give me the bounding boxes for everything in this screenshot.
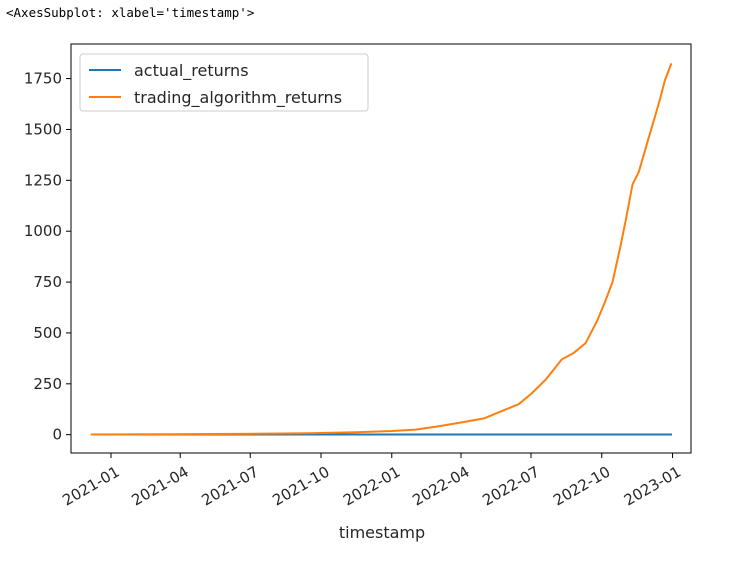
legend-box: [79, 53, 369, 112]
y-tick-label: 1000: [24, 222, 62, 240]
x-tick-label: 2021-01: [59, 463, 122, 510]
y-tick-label: 500: [33, 324, 62, 342]
plot-frame: [70, 43, 692, 454]
x-tick-label: 2021-04: [129, 463, 192, 510]
x-tick-label: 2021-07: [199, 463, 262, 510]
y-tick-label: 1500: [24, 120, 62, 138]
x-tick-label: 2022-04: [409, 463, 472, 510]
x-tick-label: 2022-10: [550, 463, 613, 510]
legend-label-actual-returns: actual_returns: [134, 61, 249, 81]
y-tick-label: 1750: [24, 70, 62, 88]
axes-layer: 0 250 500 750 1000 1250 1500 1750 2021-01 2021-04…: [24, 43, 692, 542]
legend: actual_returns trading_algorithm_returns: [79, 53, 369, 112]
x-tick-label: 2022-01: [340, 463, 403, 510]
y-tick-label: 1250: [24, 171, 62, 189]
y-tick-label: 0: [52, 426, 62, 444]
series-line-trading-algorithm-returns: [90, 63, 673, 436]
y-tick-label: 250: [33, 375, 62, 393]
x-tick-label: 2023-01: [621, 463, 684, 510]
x-tick-label: 2022-07: [479, 463, 542, 510]
x-axis-label: timestamp: [339, 523, 425, 542]
series-layer: [90, 63, 673, 436]
x-tick-label: 2021-10: [269, 463, 332, 510]
cell-output-repr: <AxesSubplot: xlabel='timestamp'>: [6, 5, 255, 20]
legend-label-trading-algorithm-returns: trading_algorithm_returns: [134, 88, 342, 108]
y-tick-label: 750: [33, 273, 62, 291]
